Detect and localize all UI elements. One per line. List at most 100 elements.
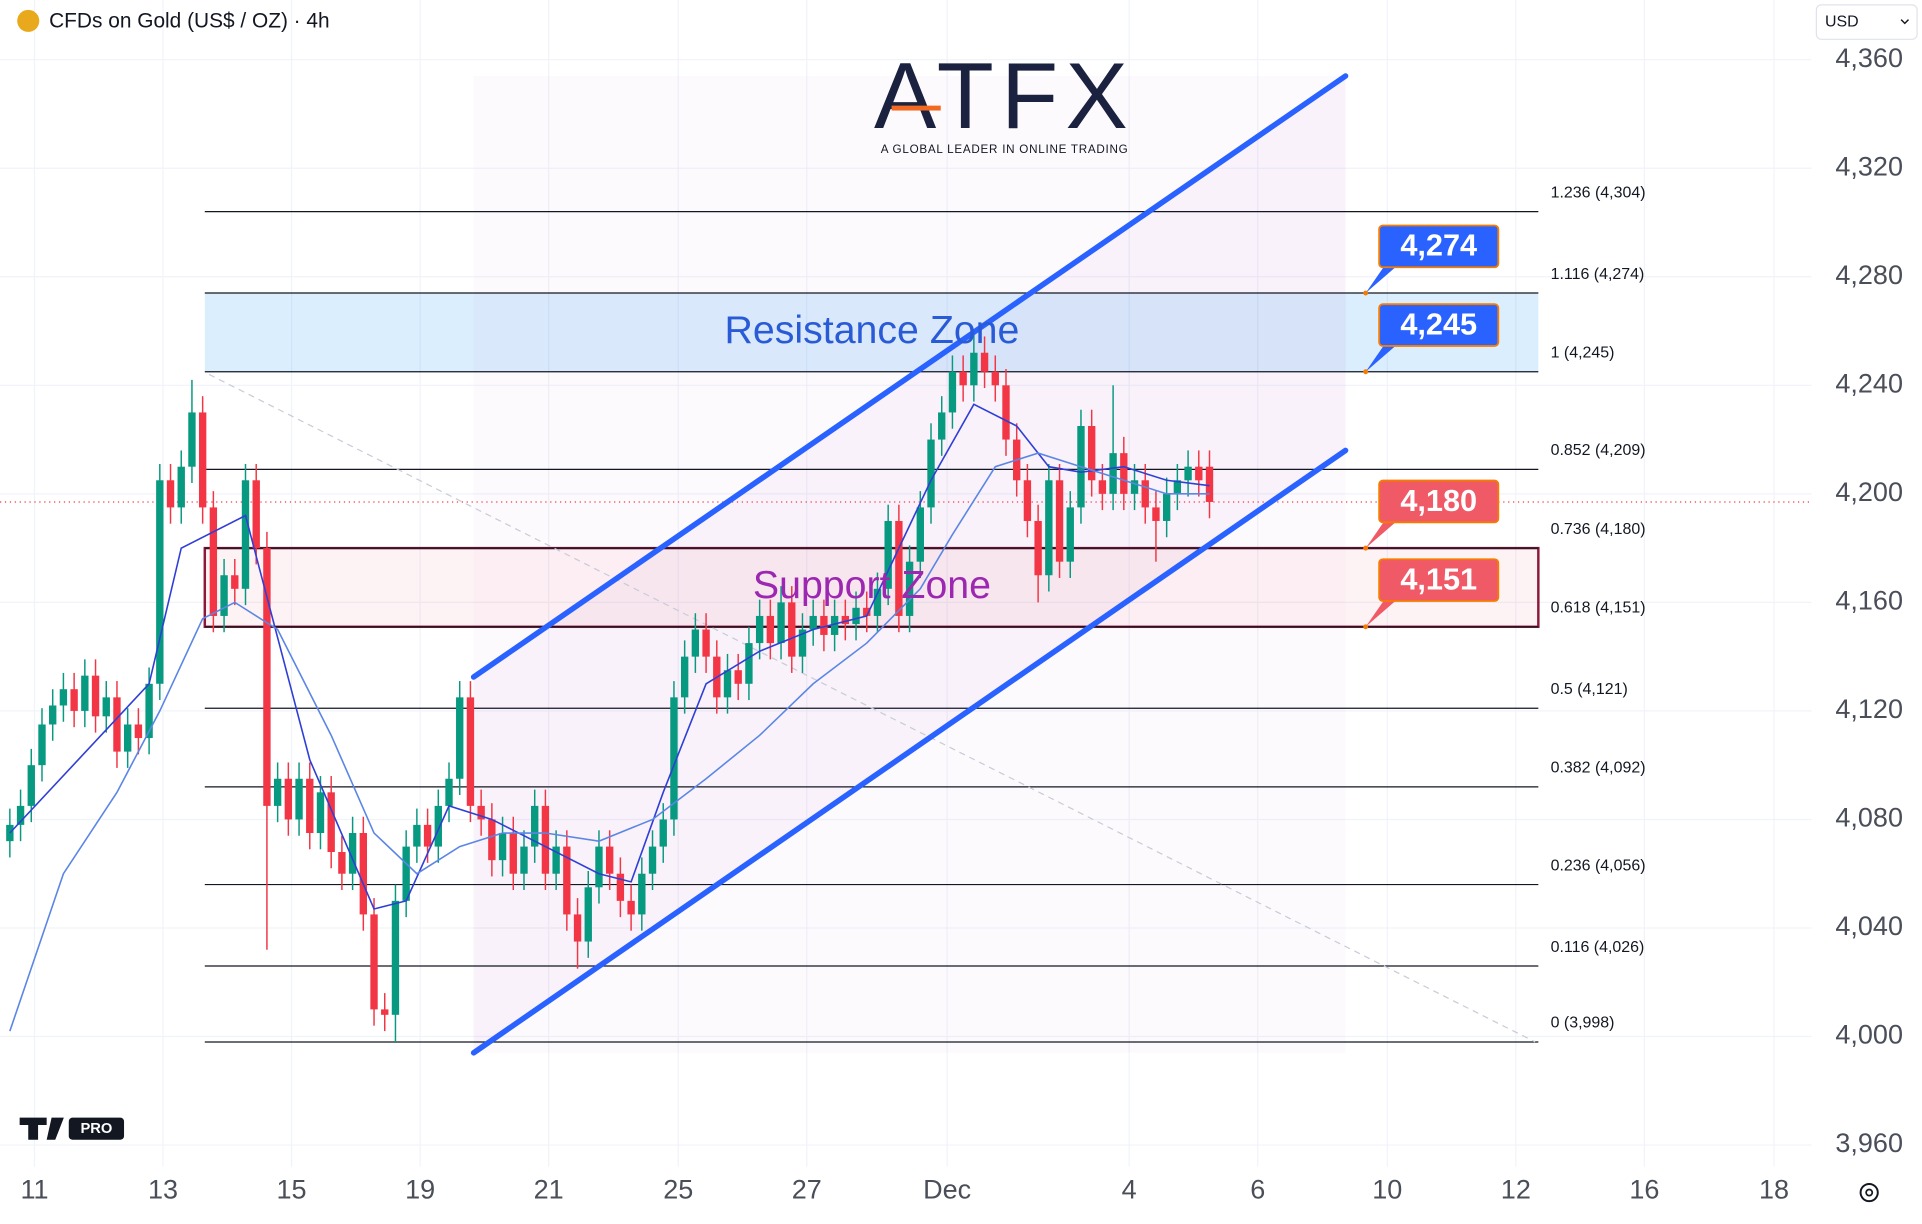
candle-body [841, 615, 850, 625]
fib-label: 0.236 (4,056) [1551, 857, 1646, 874]
candle-body [670, 697, 678, 820]
overlay-layer: CFDs on Gold (US$ / OZ) · 4h USD ATFX A … [17, 4, 1918, 1204]
candle-body [916, 507, 924, 562]
candle-body [27, 765, 35, 806]
candle-body [691, 629, 700, 657]
zone-label: Support Zone [753, 563, 991, 607]
candle-body [177, 466, 185, 508]
candle-body [306, 778, 314, 834]
candle-body [16, 805, 25, 825]
candle-body [648, 846, 657, 874]
fib-label: 0.5 (4,121) [1551, 681, 1628, 698]
tag-anchor [1363, 290, 1369, 296]
candle-body [1120, 453, 1128, 494]
candle-body [1162, 493, 1171, 521]
candle-body [584, 887, 592, 942]
candle-body [381, 1009, 389, 1015]
candle-body [123, 724, 132, 752]
candle-body [209, 507, 218, 616]
candle-body [873, 588, 882, 616]
candle-body [895, 520, 903, 616]
candle-body [723, 670, 732, 698]
x-tick-label: 11 [20, 1174, 48, 1204]
zone [204, 293, 1539, 372]
candle-body [38, 724, 46, 766]
candle-body [1109, 453, 1117, 494]
y-tick-label: 4,040 [1835, 911, 1903, 941]
price-tag [1378, 479, 1500, 524]
candle-body [488, 819, 496, 861]
x-tick-label: 18 [1759, 1174, 1789, 1204]
fib-label: 1 (4,245) [1551, 345, 1615, 362]
settings-icon[interactable] [1859, 1182, 1879, 1203]
candle-body [745, 643, 753, 684]
x-tick-label: Dec [923, 1174, 971, 1204]
candle-body [905, 561, 914, 616]
candle-body [423, 824, 432, 847]
candle-body [520, 846, 528, 874]
tag-anchor [1363, 624, 1369, 630]
y-tick-label: 3,960 [1835, 1128, 1903, 1158]
candle-body [220, 575, 228, 616]
candle-body [91, 675, 100, 717]
fib-label: 0.736 (4,180) [1551, 521, 1646, 538]
candle-body [605, 846, 614, 874]
candle-body [413, 824, 421, 847]
fib-label: 0.852 (4,209) [1551, 442, 1646, 459]
candle-body [81, 675, 89, 711]
price-tag [1378, 558, 1500, 602]
fib-label: 0 (3,998) [1551, 1015, 1615, 1032]
x-tick-label: 6 [1250, 1174, 1265, 1204]
price-tag-label: 4,274 [1400, 228, 1477, 263]
candle-body [434, 805, 442, 847]
currency-label[interactable]: USD [1825, 13, 1859, 30]
channel-line [470, 447, 1349, 1056]
x-tick-label: 27 [792, 1174, 822, 1204]
candle-body [734, 670, 742, 684]
candle-body [156, 480, 164, 684]
candle-body [809, 615, 817, 630]
candle-body [252, 480, 260, 549]
pro-badge [68, 1117, 125, 1140]
candle-body [49, 705, 57, 725]
candle-body [231, 575, 239, 589]
candle-body [338, 852, 346, 874]
candle-body [938, 412, 946, 440]
candle-body [1195, 466, 1203, 481]
y-tick-label: 4,080 [1835, 803, 1903, 833]
brand-accent [891, 105, 941, 111]
tv-logo [19, 1117, 64, 1140]
candle-body [348, 833, 357, 874]
candle-body [970, 352, 978, 386]
y-tick-label: 4,360 [1835, 43, 1903, 73]
candle-body [198, 412, 207, 508]
brand-tagline: A GLOBAL LEADER IN ONLINE TRADING [881, 143, 1129, 156]
tag-callout [1365, 339, 1403, 372]
candle-body [188, 412, 196, 467]
y-tick-label: 4,000 [1835, 1020, 1903, 1050]
symbol-icon [17, 9, 40, 32]
candle-body [1184, 466, 1192, 481]
candle-body [509, 833, 517, 874]
currency-selector[interactable] [1815, 4, 1918, 40]
candle-body [113, 697, 121, 752]
candle-body [563, 846, 571, 915]
y-tick-label: 4,200 [1835, 477, 1903, 507]
candle-body [884, 520, 892, 589]
y-tick-label: 4,240 [1835, 368, 1903, 398]
candle-body [766, 615, 775, 644]
candle-body [755, 615, 764, 644]
candle-body [1034, 520, 1042, 576]
price-tag [1378, 224, 1500, 269]
candle-body [241, 480, 250, 589]
candle-body [980, 352, 989, 372]
candle-body [820, 615, 828, 635]
candle-body [1055, 480, 1064, 562]
candle-body [541, 805, 550, 874]
y-tick-label: 4,280 [1835, 260, 1903, 290]
fib-label: 0.382 (4,092) [1551, 760, 1646, 777]
price-tag-label: 4,151 [1400, 561, 1477, 596]
y-tick-label: 4,120 [1835, 694, 1903, 724]
